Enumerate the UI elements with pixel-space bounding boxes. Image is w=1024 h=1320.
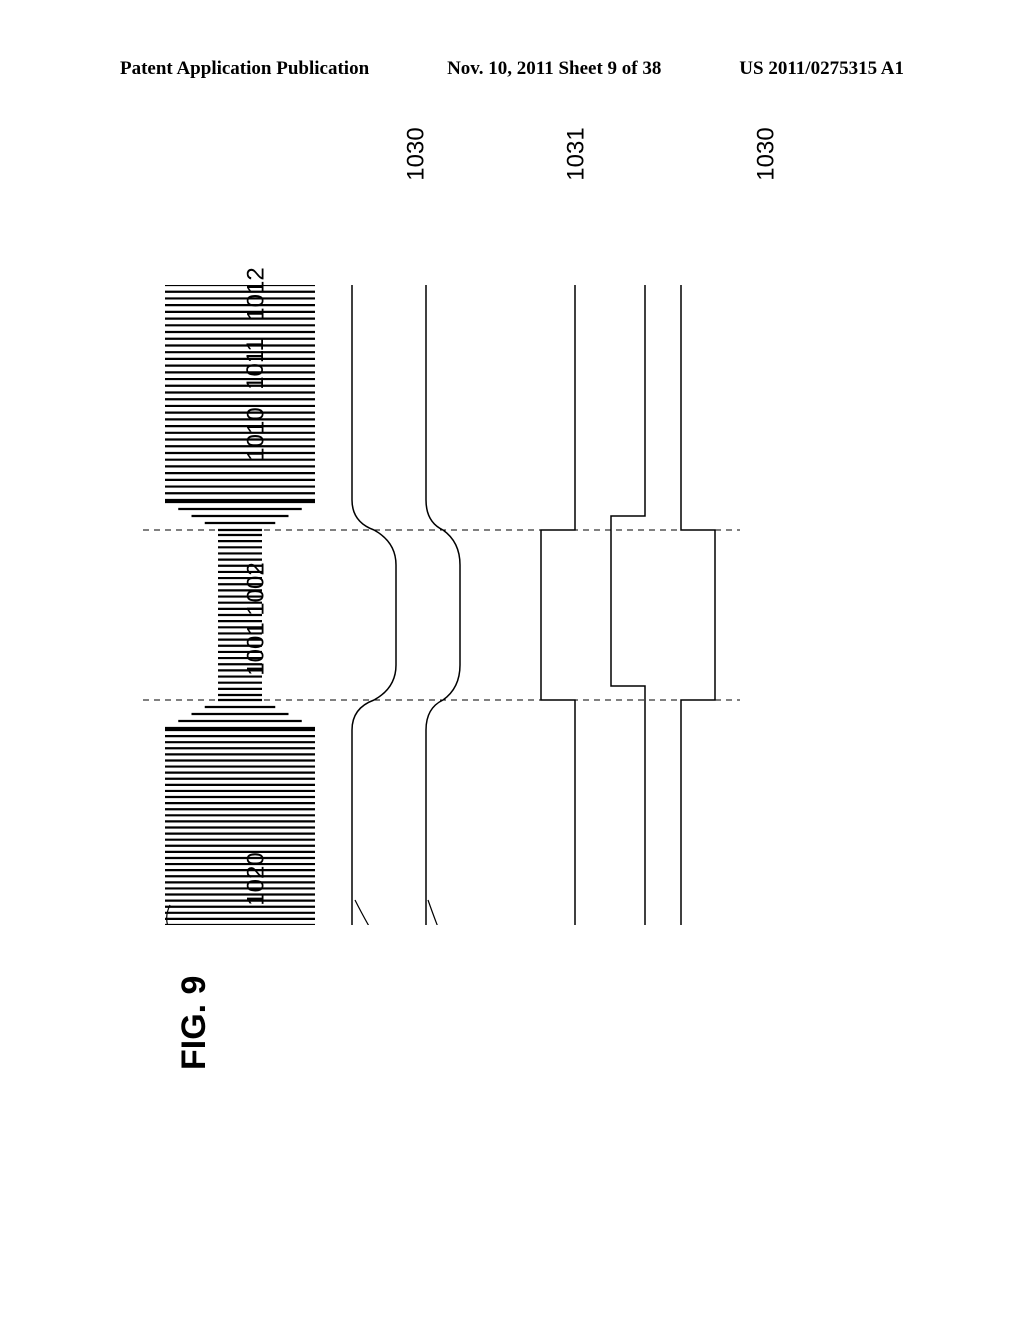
- label-1020: 1020: [243, 852, 271, 905]
- label-1012: 1012: [243, 267, 271, 320]
- figure-label: FIG. 9: [175, 976, 214, 1070]
- label-1031: 1031: [563, 127, 591, 180]
- diagram: 1020 1001 1002 1010 1011 1012 1030 1031 …: [260, 165, 900, 925]
- label-1011: 1011: [242, 338, 270, 390]
- label-1001: 1001: [243, 622, 271, 675]
- header-center: Nov. 10, 2011 Sheet 9 of 38: [447, 58, 661, 80]
- header-right: US 2011/0275315 A1: [739, 58, 904, 80]
- pulse-trains: [541, 285, 715, 925]
- amplitude-modulated-signal: [165, 285, 315, 925]
- header-left: Patent Application Publication: [120, 58, 369, 80]
- header: Patent Application Publication Nov. 10, …: [0, 58, 1024, 80]
- label-1030-right: 1030: [753, 127, 781, 180]
- label-1030-left: 1030: [403, 127, 431, 180]
- envelope-curves: [352, 285, 460, 925]
- label-1010: 1010: [243, 407, 271, 460]
- label-1002: 1002: [243, 562, 271, 615]
